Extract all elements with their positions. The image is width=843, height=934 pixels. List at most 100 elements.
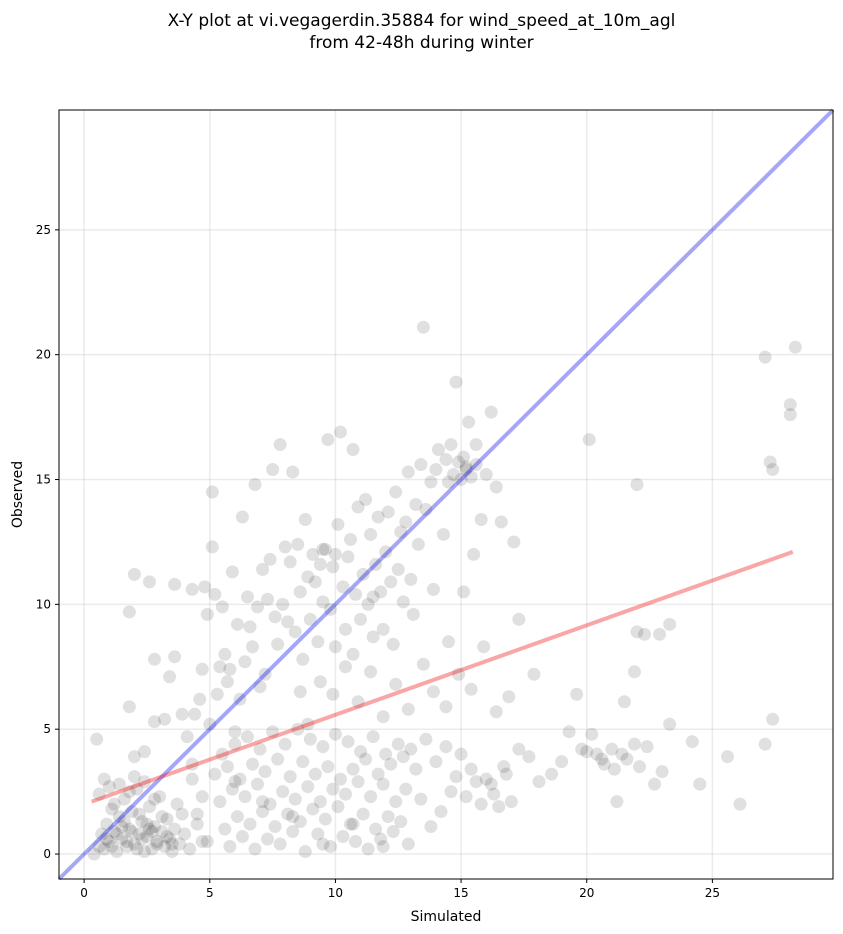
data-point: [359, 752, 373, 766]
data-point: [235, 830, 249, 844]
data-point: [127, 567, 141, 581]
data-point: [406, 607, 420, 621]
data-point: [127, 837, 141, 851]
data-point: [414, 792, 428, 806]
data-point: [693, 777, 707, 791]
data-point: [293, 815, 307, 829]
data-point: [454, 747, 468, 761]
data-point: [349, 835, 363, 849]
data-point: [401, 702, 415, 716]
data-point: [404, 742, 418, 756]
data-point: [326, 560, 340, 574]
data-point: [630, 625, 644, 639]
data-point: [763, 455, 777, 469]
data-point: [512, 612, 526, 626]
data-point: [424, 475, 438, 489]
data-point: [610, 795, 624, 809]
data-point: [633, 760, 646, 774]
data-point: [414, 458, 428, 472]
data-point: [607, 762, 621, 776]
data-point: [256, 562, 270, 576]
data-point: [168, 577, 182, 591]
data-point: [303, 612, 317, 626]
data-point: [97, 842, 111, 856]
data-point: [766, 712, 780, 726]
data-point: [411, 537, 425, 551]
data-point: [120, 835, 134, 849]
data-point: [276, 785, 290, 799]
data-point: [193, 692, 207, 706]
data-point: [685, 735, 699, 749]
data-point: [462, 415, 476, 429]
data-point: [479, 468, 493, 482]
data-point: [135, 832, 149, 846]
data-point: [180, 730, 194, 744]
data-point: [484, 405, 498, 419]
data-point: [444, 438, 458, 452]
data-point: [487, 787, 501, 801]
x-tick-label: 25: [705, 886, 720, 900]
data-point: [137, 845, 151, 859]
data-point: [142, 575, 156, 589]
y-tick-label: 25: [36, 223, 51, 237]
data-point: [112, 777, 126, 791]
data-point: [268, 820, 282, 834]
data-point: [235, 510, 249, 524]
data-point: [258, 667, 272, 681]
data-point: [429, 755, 443, 769]
data-point: [223, 662, 237, 676]
data-point: [286, 825, 300, 839]
data-point: [178, 827, 192, 841]
data-point: [215, 600, 229, 614]
data-point: [195, 835, 209, 849]
data-point: [328, 547, 342, 561]
data-point: [147, 820, 161, 834]
data-point: [253, 680, 267, 694]
data-point: [225, 782, 239, 796]
data-point: [273, 837, 287, 851]
data-point: [298, 845, 312, 859]
data-point: [205, 485, 219, 499]
data-points: [87, 320, 802, 861]
data-point: [132, 827, 146, 841]
data-point: [147, 792, 161, 806]
data-point: [175, 707, 189, 721]
data-point: [132, 807, 146, 821]
data-point: [145, 842, 159, 856]
data-point: [338, 787, 352, 801]
data-point: [296, 652, 310, 666]
data-point: [115, 832, 129, 846]
y-tick-label: 15: [36, 473, 51, 487]
data-point: [105, 840, 119, 854]
data-point: [240, 730, 254, 744]
data-point: [783, 398, 797, 412]
data-point: [155, 810, 169, 824]
data-point: [399, 515, 413, 529]
data-point: [185, 582, 199, 596]
data-point: [489, 705, 503, 719]
data-point: [502, 690, 516, 704]
data-point: [351, 775, 365, 789]
data-point: [142, 822, 156, 836]
data-point: [210, 687, 224, 701]
data-point: [313, 795, 327, 809]
data-point: [160, 830, 174, 844]
data-point: [474, 797, 488, 811]
data-point: [158, 840, 172, 854]
data-point: [507, 535, 521, 549]
data-point: [261, 592, 275, 606]
data-point: [153, 790, 167, 804]
data-point: [522, 750, 536, 764]
data-point: [366, 630, 380, 644]
data-point: [605, 742, 619, 756]
data-point: [168, 822, 182, 836]
data-point: [426, 685, 440, 699]
data-point: [261, 832, 275, 846]
data-point: [545, 767, 559, 781]
x-tick-label: 0: [80, 886, 88, 900]
data-point: [263, 797, 277, 811]
data-point: [394, 525, 408, 539]
data-point: [238, 790, 252, 804]
data-point: [190, 817, 204, 831]
data-point: [318, 542, 332, 556]
